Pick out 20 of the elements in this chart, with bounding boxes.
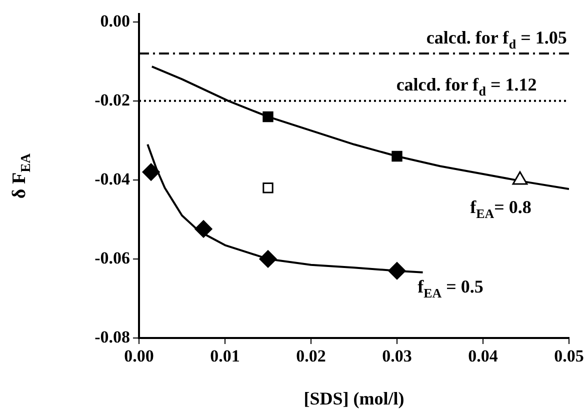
y-tick-label: -0.04 (94, 169, 130, 188)
point (194, 220, 212, 238)
x-tick-label: 0.01 (210, 346, 240, 366)
x-tick-label: 0.02 (296, 346, 326, 366)
point (388, 262, 406, 280)
y-axis-title: δ FEA (8, 153, 34, 199)
y-tick-label: 0.00 (100, 11, 130, 30)
x-tick-label: 0.04 (468, 346, 498, 366)
y-tick-label: -0.06 (94, 248, 130, 268)
point (392, 150, 402, 162)
x-tick-label: 0.00 (124, 346, 154, 366)
x-axis-title: [SDS] (mol/l) (304, 388, 404, 409)
point (259, 250, 277, 268)
point (262, 182, 274, 194)
point (142, 163, 160, 181)
x-tick-label: 0.05 (554, 346, 584, 366)
point (262, 111, 274, 122)
y-tick-label: -0.08 (94, 327, 130, 346)
x-tick-label: 0.03 (382, 346, 412, 366)
y-tick-label: -0.02 (94, 90, 130, 110)
